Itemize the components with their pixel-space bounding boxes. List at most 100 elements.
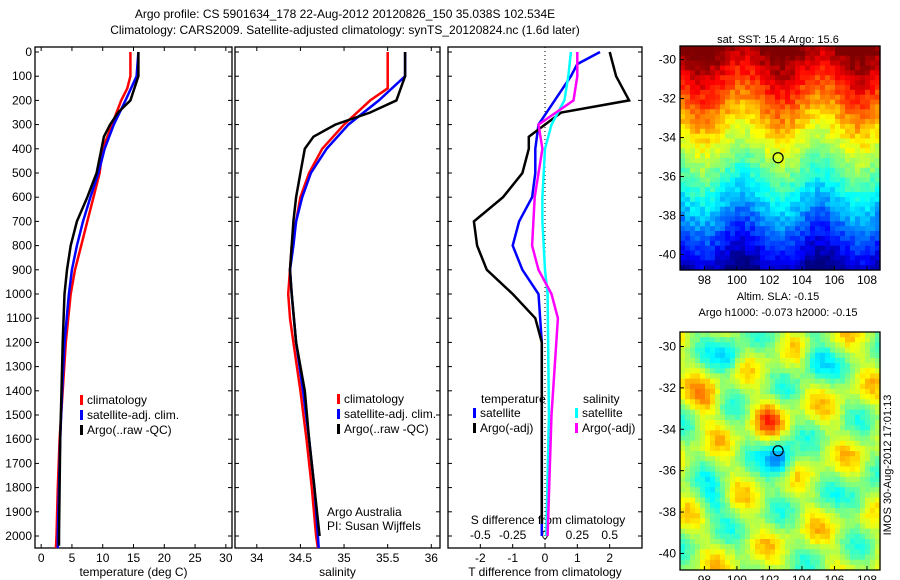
map-cell	[685, 476, 691, 483]
map-cell	[790, 544, 796, 550]
map-cell	[725, 502, 731, 509]
map-cell	[875, 559, 881, 566]
map-cell	[810, 502, 816, 509]
map-cell	[835, 347, 841, 354]
map-cell	[720, 378, 726, 385]
map-cell	[755, 55, 761, 62]
map-cell	[830, 435, 836, 442]
map-cell	[715, 425, 721, 431]
map-cell	[740, 497, 746, 504]
map-cell	[695, 342, 701, 349]
map-x-tick-label: 106	[824, 573, 844, 580]
map-cell	[760, 487, 766, 493]
map-cell	[850, 250, 856, 256]
map-cell	[725, 332, 731, 338]
map-cell	[815, 440, 821, 447]
map-cell	[795, 187, 801, 193]
map-cell	[780, 363, 786, 369]
legend-swatch	[80, 395, 83, 405]
map-cell	[690, 123, 696, 130]
map-cell	[835, 46, 841, 52]
map-cell	[825, 409, 831, 416]
map-cell	[800, 404, 806, 411]
map-cell	[780, 409, 786, 416]
map-cell	[715, 518, 721, 525]
map-cell	[720, 221, 726, 227]
map-cell	[775, 425, 781, 431]
map-cell	[700, 554, 706, 561]
map-cell	[735, 533, 741, 540]
map-cell	[830, 528, 836, 535]
map-cell	[770, 451, 776, 457]
map-cell	[770, 55, 776, 62]
map-cell	[805, 172, 811, 179]
map-cell	[830, 235, 836, 242]
map-cell	[750, 65, 756, 71]
map-cell	[840, 206, 846, 213]
map-cell	[780, 104, 786, 110]
map-cell	[795, 172, 801, 179]
map-cell	[825, 549, 831, 556]
map-cell	[845, 523, 851, 530]
map-cell	[875, 245, 881, 252]
map-cell	[790, 523, 796, 530]
map-cell	[760, 123, 766, 130]
map-cell	[695, 518, 701, 525]
map-cell	[690, 187, 696, 193]
map-cell	[680, 549, 686, 556]
map-cell	[735, 440, 741, 447]
map-cell	[740, 533, 746, 540]
map-cell	[700, 75, 706, 81]
map-cell	[860, 383, 866, 390]
y-tick-label: 1800	[5, 481, 32, 495]
map-cell	[795, 425, 801, 431]
map-cell	[850, 182, 856, 188]
map-cell	[875, 332, 881, 338]
map-cell	[700, 342, 706, 349]
map-cell	[685, 425, 691, 431]
map-cell	[775, 414, 781, 421]
y-tick-label: 300	[12, 118, 32, 132]
map-cell	[755, 201, 761, 208]
map-cell	[830, 138, 836, 144]
map-cell	[805, 235, 811, 242]
map-cell	[855, 187, 861, 193]
map-cell	[730, 240, 736, 247]
map-cell	[825, 414, 831, 421]
map-cell	[845, 94, 851, 101]
map-cell	[680, 192, 686, 198]
map-cell	[695, 471, 701, 478]
map-cell	[860, 471, 866, 478]
map-cell	[875, 201, 881, 208]
map-cell	[715, 507, 721, 514]
map-cell	[800, 192, 806, 198]
map-cell	[720, 80, 726, 86]
map-cell	[790, 206, 796, 213]
map-cell	[850, 414, 856, 421]
map-cell	[815, 153, 821, 159]
map-cell	[835, 487, 841, 493]
map-cell	[765, 148, 771, 154]
map-cell	[720, 250, 726, 256]
map-cell	[855, 404, 861, 411]
map-cell	[775, 544, 781, 550]
map-cell	[865, 404, 871, 411]
map-cell	[695, 201, 701, 208]
map-cell	[835, 231, 841, 237]
map-cell	[725, 172, 731, 179]
map-cell	[705, 138, 711, 144]
map-cell	[750, 133, 756, 140]
map-cell	[725, 435, 731, 442]
map-cell	[735, 497, 741, 504]
map-cell	[740, 201, 746, 208]
map-cell	[845, 554, 851, 561]
series-line-argo-raw-qc-	[288, 52, 407, 537]
map-cell	[715, 420, 721, 426]
map-cell	[805, 528, 811, 535]
map-cell	[725, 404, 731, 411]
map-cell	[750, 363, 756, 369]
map-cell	[685, 378, 691, 385]
map-cell	[840, 414, 846, 421]
map-cell	[780, 206, 786, 213]
map-cell	[770, 250, 776, 256]
